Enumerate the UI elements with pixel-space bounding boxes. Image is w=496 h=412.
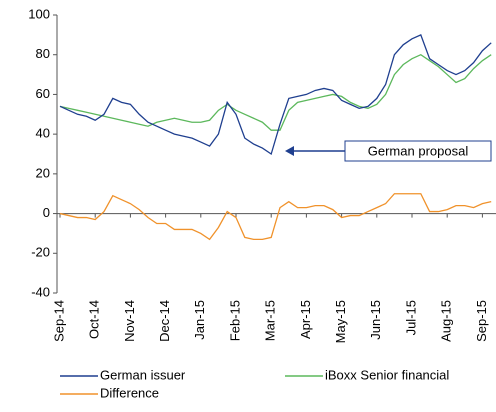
x-tick-label: Nov-14 bbox=[122, 300, 137, 342]
x-tick-label: Oct-14 bbox=[87, 300, 102, 339]
y-tick-label: 40 bbox=[36, 126, 50, 141]
y-tick-label: 60 bbox=[36, 86, 50, 101]
arrow-head bbox=[285, 146, 294, 156]
series-line bbox=[59, 193, 492, 241]
y-tick-label: 0 bbox=[43, 205, 50, 220]
x-tick-label: May-15 bbox=[333, 300, 348, 343]
x-tick-label: Jan-15 bbox=[192, 300, 207, 340]
x-tick-label: Jun-15 bbox=[368, 300, 383, 340]
series-line bbox=[59, 33, 492, 156]
x-tick-label: Jul-15 bbox=[403, 300, 418, 335]
y-tick-label: -40 bbox=[31, 284, 50, 299]
x-tick-label: Dec-14 bbox=[157, 300, 172, 342]
y-tick-label: 20 bbox=[36, 165, 50, 180]
y-tick-label: 80 bbox=[36, 46, 50, 61]
series-line bbox=[59, 53, 492, 131]
y-tick-label: -20 bbox=[31, 245, 50, 260]
x-tick-label: Aug-15 bbox=[439, 300, 454, 342]
y-tick-label: 100 bbox=[28, 6, 50, 21]
x-tick-label: Feb-15 bbox=[227, 300, 242, 341]
x-tick-label: Sep-14 bbox=[51, 300, 66, 342]
legend-label: iBoxx Senior financial bbox=[325, 367, 449, 382]
legend-label: Difference bbox=[100, 385, 159, 400]
x-tick-label: Apr-15 bbox=[298, 300, 313, 339]
annotation: German proposal bbox=[368, 143, 469, 158]
x-tick-label: Sep-15 bbox=[474, 300, 489, 342]
x-tick-label: Mar-15 bbox=[263, 300, 278, 341]
legend-label: German issuer bbox=[100, 367, 186, 382]
